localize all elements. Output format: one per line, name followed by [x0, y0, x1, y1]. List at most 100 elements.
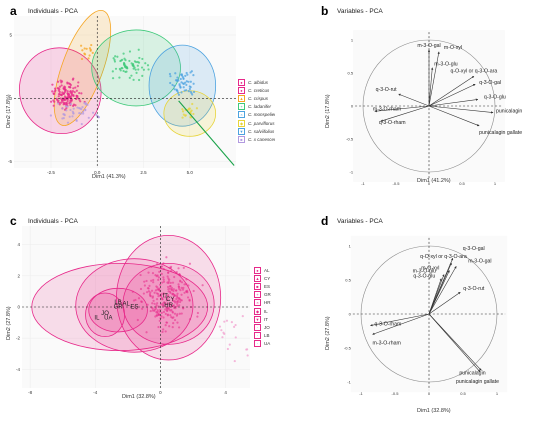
legend-label: C. monspeliensis [248, 112, 275, 118]
data-point [88, 54, 91, 57]
data-point [189, 71, 192, 74]
data-point [167, 290, 170, 293]
data-point [182, 113, 185, 116]
data-point [145, 279, 148, 283]
confidence-ellipse [148, 44, 217, 127]
data-point [133, 60, 137, 63]
y-tick-label: -2 [16, 336, 20, 341]
data-point [169, 314, 172, 317]
data-point [60, 84, 63, 87]
data-point [185, 283, 188, 286]
data-point [67, 85, 71, 88]
variable-label: m-3-O-gal [468, 258, 491, 264]
data-point [85, 47, 88, 50]
data-point [67, 82, 71, 85]
data-point [57, 102, 60, 105]
data-point [185, 278, 188, 281]
data-point [52, 104, 55, 107]
data-point [162, 310, 166, 314]
data-point [176, 292, 179, 295]
data-point [223, 332, 226, 335]
data-point [75, 89, 78, 92]
data-point [148, 293, 152, 296]
confidence-ellipse [85, 292, 126, 337]
legend-symbol-icon: ▲ [238, 94, 245, 102]
data-point [171, 281, 175, 284]
data-point [177, 93, 181, 96]
legend-label: IL [264, 308, 268, 314]
loading-arrow [428, 76, 475, 107]
x-tick-label: -2.5 [47, 170, 55, 175]
data-point [70, 93, 74, 96]
data-point [111, 77, 115, 80]
loading-arrow [428, 98, 479, 107]
data-point [74, 86, 77, 89]
legend-item: ▲ C. crispus [238, 94, 275, 102]
data-point [78, 91, 81, 95]
legend-symbol-icon: ● [238, 86, 245, 94]
y-tick-label: 4 [17, 242, 20, 247]
data-point [171, 293, 174, 296]
loading-arrow [428, 266, 457, 315]
data-point [124, 59, 127, 62]
data-point [196, 315, 199, 318]
legend-item: ▼ IT [254, 315, 271, 323]
data-point [180, 293, 183, 296]
legend-symbol-icon: ◆ [238, 119, 245, 127]
data-point [191, 93, 194, 96]
y-tick-label: -0.5 [346, 137, 354, 142]
data-point [139, 273, 142, 277]
loading-arrow [428, 51, 440, 107]
data-point [164, 323, 167, 327]
data-point [161, 281, 164, 284]
data-point [155, 292, 159, 295]
y-tick-label: 0 [351, 104, 354, 109]
data-point [182, 77, 185, 80]
x-axis-label: Dim1 (41.3%) [92, 174, 126, 180]
data-point [169, 291, 172, 295]
data-point [83, 47, 86, 50]
data-point [169, 284, 172, 288]
data-point [136, 64, 139, 67]
variable-label: q-3-O-gal [479, 80, 501, 86]
data-point [145, 331, 148, 334]
data-point [173, 88, 176, 91]
data-point [77, 81, 80, 84]
data-point [151, 296, 154, 299]
group-label: JO [101, 311, 109, 317]
data-point [72, 87, 75, 90]
data-point [172, 322, 175, 325]
y-axis-label: Dim2 (27.8%) [6, 306, 12, 340]
data-point [168, 287, 171, 290]
data-point [89, 49, 92, 52]
variable-label: q-3-O-rut [463, 286, 485, 292]
data-point [61, 107, 64, 110]
data-point [60, 98, 64, 102]
data-point [80, 107, 83, 111]
data-point [65, 109, 68, 112]
data-point [162, 262, 165, 265]
data-point [130, 74, 133, 77]
data-point [180, 91, 183, 94]
data-point [188, 262, 192, 265]
group-label: LB [114, 300, 121, 306]
x-tick-label: 0 [159, 390, 162, 395]
data-point [76, 95, 79, 98]
data-point [74, 104, 77, 107]
data-point [125, 70, 128, 73]
variable-label: m-3-O-glu [434, 62, 457, 68]
data-point [162, 276, 165, 279]
legend-item: · LB [254, 332, 271, 340]
data-point [140, 300, 143, 303]
panel-title: Variables - PCA [337, 218, 383, 225]
data-point [165, 307, 169, 310]
panel-title: Variables - PCA [337, 8, 383, 15]
data-point [170, 308, 173, 312]
data-point [246, 354, 249, 357]
data-point [91, 51, 94, 54]
data-point [178, 304, 181, 307]
legend-label: C. ladanifer [248, 104, 272, 110]
data-point [53, 100, 56, 103]
chart-b: -1 -1 -0.5 -0.5 0 0 0.5 0.5 1 1 m-3-O-gal m-O-xyl m-… [346, 30, 522, 186]
